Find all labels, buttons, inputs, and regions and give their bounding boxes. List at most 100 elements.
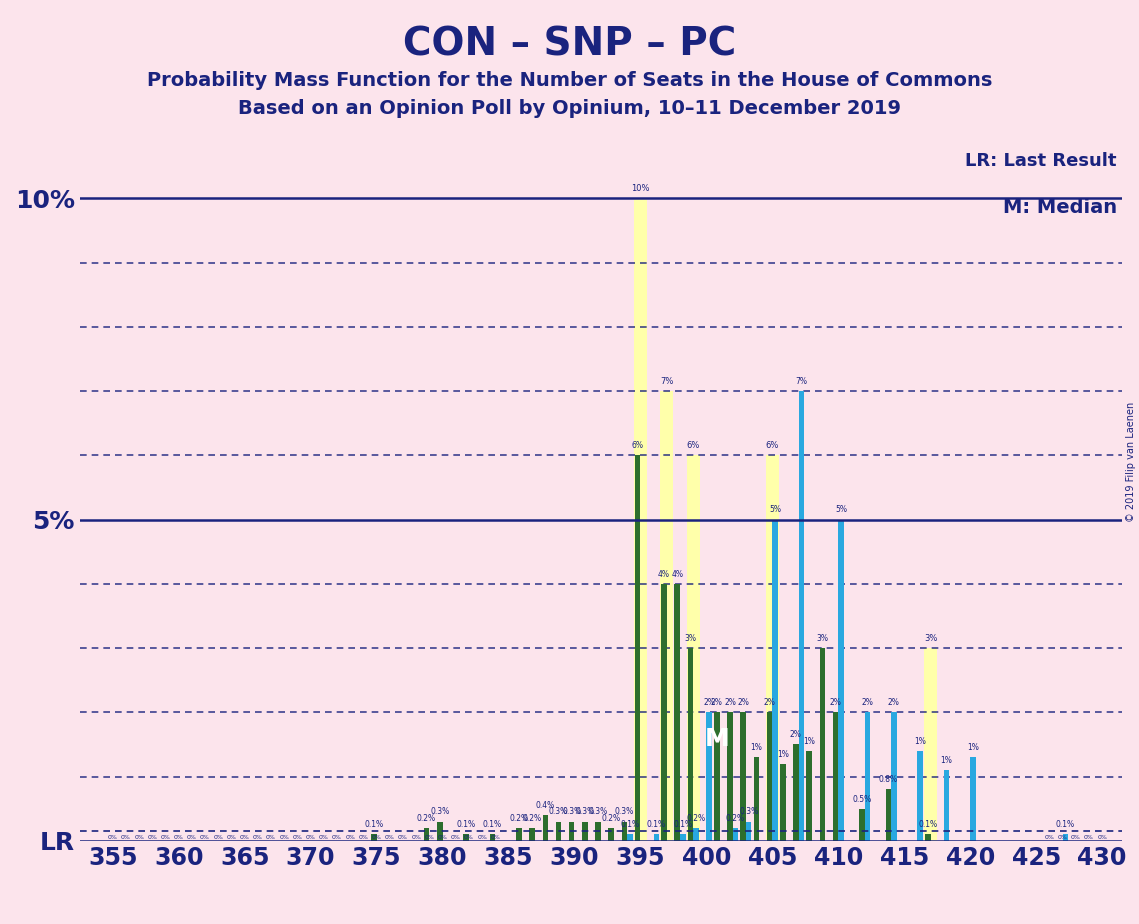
Text: 0%: 0% — [121, 834, 131, 840]
Bar — [765, 456, 779, 841]
Bar — [674, 584, 680, 841]
Bar — [727, 712, 732, 841]
Text: 0%: 0% — [359, 834, 368, 840]
Text: 2%: 2% — [711, 699, 723, 707]
Text: 0%: 0% — [477, 834, 487, 840]
Text: 0%: 0% — [187, 834, 197, 840]
Text: 0%: 0% — [1097, 834, 1107, 840]
Text: 0%: 0% — [174, 834, 183, 840]
Text: 0%: 0% — [200, 834, 210, 840]
Text: 0.5%: 0.5% — [852, 795, 871, 804]
Bar — [838, 519, 844, 841]
Bar — [628, 834, 633, 841]
Text: 1%: 1% — [803, 736, 816, 746]
Text: 0%: 0% — [161, 834, 171, 840]
Bar — [556, 821, 562, 841]
Text: 0%: 0% — [411, 834, 421, 840]
Text: 0%: 0% — [398, 834, 408, 840]
Bar — [798, 391, 804, 841]
Text: 1%: 1% — [915, 736, 926, 746]
Text: © 2019 Filip van Laenen: © 2019 Filip van Laenen — [1126, 402, 1136, 522]
Text: 2%: 2% — [703, 699, 715, 707]
Text: 0.3%: 0.3% — [562, 808, 581, 817]
Text: 0.3%: 0.3% — [615, 808, 634, 817]
Text: 4%: 4% — [671, 570, 683, 578]
Text: 0.1%: 0.1% — [483, 821, 502, 829]
Bar — [944, 771, 950, 841]
Text: 0.2%: 0.2% — [523, 814, 542, 823]
Text: 0%: 0% — [464, 834, 474, 840]
Bar — [464, 834, 469, 841]
Bar — [833, 712, 838, 841]
Text: Based on an Opinion Poll by Opinium, 10–11 December 2019: Based on an Opinion Poll by Opinium, 10–… — [238, 99, 901, 118]
Text: CON – SNP – PC: CON – SNP – PC — [403, 26, 736, 64]
Text: 7%: 7% — [795, 377, 808, 386]
Bar — [925, 834, 931, 841]
Text: 0%: 0% — [227, 834, 237, 840]
Bar — [542, 815, 548, 841]
Text: 0%: 0% — [253, 834, 263, 840]
Bar — [706, 712, 712, 841]
Text: 0.3%: 0.3% — [589, 808, 608, 817]
Text: 6%: 6% — [765, 441, 779, 450]
Bar — [654, 834, 659, 841]
Text: 3%: 3% — [817, 634, 828, 643]
Text: 0%: 0% — [1044, 834, 1055, 840]
Text: 0.1%: 0.1% — [673, 821, 693, 829]
Bar — [371, 834, 377, 841]
Bar — [437, 821, 443, 841]
Text: 2%: 2% — [790, 730, 802, 739]
Text: 0.2%: 0.2% — [726, 814, 745, 823]
Text: 1%: 1% — [967, 743, 978, 752]
Text: 0.2%: 0.2% — [509, 814, 528, 823]
Text: Probability Mass Function for the Number of Seats in the House of Commons: Probability Mass Function for the Number… — [147, 71, 992, 91]
Bar — [806, 751, 812, 841]
Text: 2%: 2% — [724, 699, 736, 707]
Text: 0%: 0% — [147, 834, 157, 840]
Text: 0%: 0% — [1058, 834, 1067, 840]
Text: 6%: 6% — [687, 441, 699, 450]
Text: 2%: 2% — [763, 699, 776, 707]
Bar — [608, 828, 614, 841]
Text: 2%: 2% — [737, 699, 749, 707]
Bar — [530, 828, 535, 841]
Text: 0%: 0% — [425, 834, 434, 840]
Bar — [865, 712, 870, 841]
Text: 0.3%: 0.3% — [549, 808, 568, 817]
Bar — [885, 789, 891, 841]
Text: LR: Last Result: LR: Last Result — [965, 152, 1116, 170]
Bar — [754, 758, 759, 841]
Text: 0%: 0% — [451, 834, 460, 840]
Bar — [1063, 834, 1068, 841]
Text: M: M — [704, 727, 729, 751]
Bar — [859, 808, 865, 841]
Bar — [970, 758, 976, 841]
Text: 1%: 1% — [777, 749, 788, 759]
Bar — [633, 199, 647, 841]
Text: 7%: 7% — [661, 377, 673, 386]
Text: 0%: 0% — [108, 834, 117, 840]
Text: 0%: 0% — [305, 834, 316, 840]
Bar — [732, 828, 738, 841]
Text: 0%: 0% — [279, 834, 289, 840]
Text: 0%: 0% — [491, 834, 500, 840]
Bar — [746, 821, 752, 841]
Text: 0.3%: 0.3% — [739, 808, 759, 817]
Text: 0.1%: 0.1% — [918, 821, 937, 829]
Bar — [820, 648, 825, 841]
Bar — [680, 834, 686, 841]
Bar — [924, 648, 937, 841]
Text: 2%: 2% — [829, 699, 842, 707]
Text: 0.1%: 0.1% — [457, 821, 476, 829]
Text: 0%: 0% — [1084, 834, 1093, 840]
Bar — [687, 456, 699, 841]
Bar — [694, 828, 698, 841]
Bar — [688, 648, 694, 841]
Bar — [891, 712, 896, 841]
Bar — [661, 391, 673, 841]
Bar — [596, 821, 601, 841]
Text: 0%: 0% — [319, 834, 329, 840]
Text: 0%: 0% — [371, 834, 382, 840]
Bar — [793, 745, 798, 841]
Bar — [622, 821, 628, 841]
